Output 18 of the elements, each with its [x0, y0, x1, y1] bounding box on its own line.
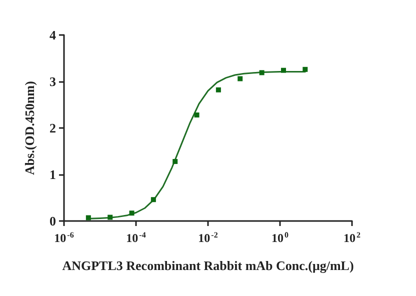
- point: [172, 158, 178, 164]
- point: [238, 76, 243, 82]
- point: [194, 112, 200, 118]
- point: [302, 66, 308, 72]
- point: [129, 210, 134, 216]
- point: [259, 70, 264, 76]
- y-tick-label: 4: [50, 28, 56, 42]
- y-tick-label: 0: [50, 214, 56, 228]
- point: [280, 68, 286, 73]
- y-axis-title: Abs.(OD.450nm): [22, 81, 37, 175]
- point: [150, 197, 156, 202]
- point: [108, 214, 113, 220]
- y-tick-label: 3: [50, 74, 56, 89]
- y-tick-label: 1: [50, 167, 56, 182]
- point: [86, 215, 91, 220]
- x-axis-title: ANGPTL3 Recombinant Rabbit mAb Conc.(μg/mL): [62, 258, 354, 273]
- point: [216, 87, 221, 92]
- y-tick-label: 2: [50, 120, 56, 136]
